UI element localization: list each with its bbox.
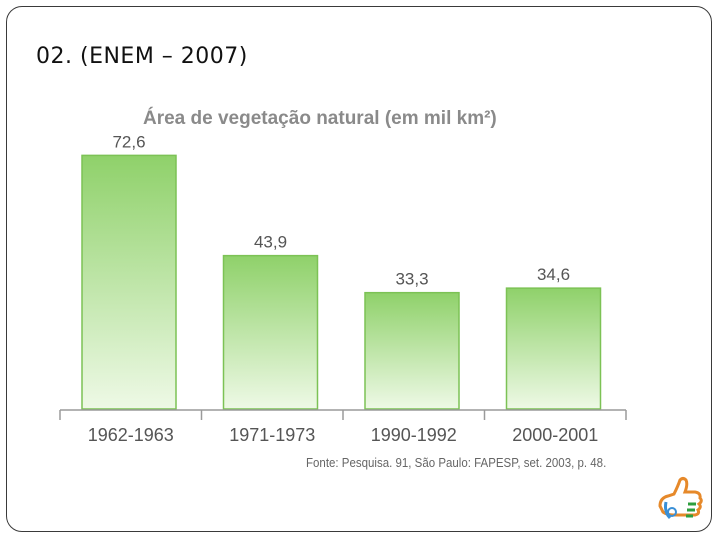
x-tick-label: 1971-1973 bbox=[229, 425, 315, 445]
tick-group: 1962-1963 1971-1973 1990-1992 2000-2001 bbox=[59, 410, 627, 445]
bar-2000-2001 bbox=[505, 287, 602, 410]
bar-1962-1963 bbox=[81, 154, 177, 410]
x-tick-label: 1962-1963 bbox=[88, 425, 174, 445]
chart-title: Área de vegetação natural (em mil km²) bbox=[143, 107, 497, 129]
source-note: Fonte: Pesquisa. 91, São Paulo: FAPESP, … bbox=[306, 456, 607, 470]
slide-heading: 02. (ENEM – 2007) bbox=[36, 44, 248, 69]
bar-value-label: 72,6 bbox=[112, 132, 145, 151]
bar-value-label: 34,6 bbox=[537, 265, 570, 284]
bar-group: 72,6 43,9 33,3 34,6 bbox=[81, 132, 602, 410]
bar-1971-1973 bbox=[222, 254, 319, 410]
bar-value-label: 43,9 bbox=[254, 233, 287, 252]
x-tick-label: 2000-2001 bbox=[512, 425, 598, 445]
bar-value-label: 33,3 bbox=[395, 270, 428, 289]
thumbs-up-logo-icon bbox=[658, 477, 703, 520]
x-tick-label: 1990-1992 bbox=[371, 425, 457, 445]
bar-1990-1992 bbox=[364, 291, 460, 410]
